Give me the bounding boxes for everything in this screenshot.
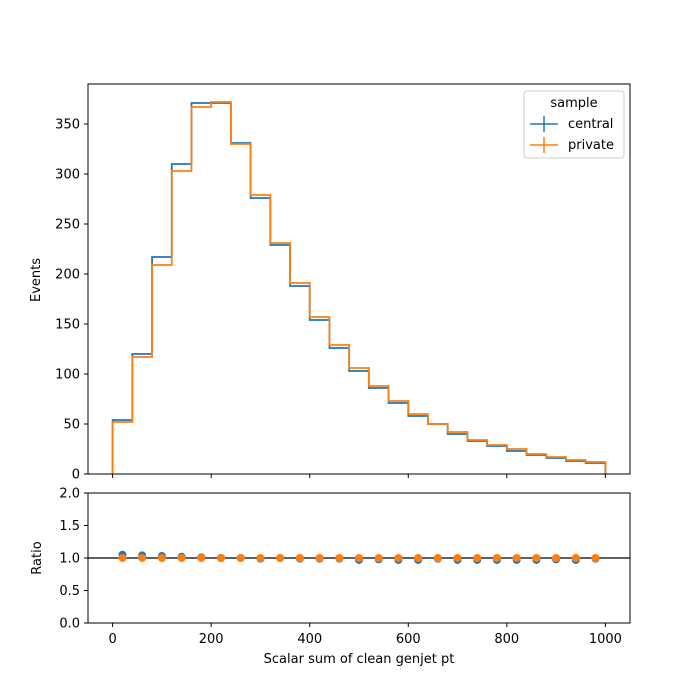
- ratio-point-private: [295, 554, 304, 562]
- main-y-tick-label: 200: [55, 268, 80, 283]
- ratio-point-private: [414, 554, 423, 562]
- ratio-point-private: [453, 554, 462, 562]
- legend-label-private: private: [568, 138, 614, 153]
- main-y-tick-label: 300: [55, 168, 80, 183]
- main-y-axis-label: Events: [29, 258, 44, 302]
- x-tick-label: 600: [396, 632, 421, 647]
- legend: sample central private: [523, 90, 625, 159]
- histogram-series-private: [111, 101, 607, 474]
- ratio-point-private: [315, 554, 324, 562]
- ratio-point-private: [138, 554, 147, 562]
- main-plot-frame: [87, 83, 631, 475]
- ratio-y-tick-label: 1.5: [59, 519, 80, 534]
- ratio-point-private: [197, 554, 206, 562]
- ratio-point-private: [394, 554, 403, 562]
- ratio-y-tick-label: 2.0: [59, 487, 80, 502]
- ratio-point-private: [571, 554, 580, 562]
- ratio-point-private: [552, 554, 561, 562]
- main-y-tick-label: 100: [55, 368, 80, 383]
- main-y-tick-label: 250: [55, 218, 80, 233]
- legend-frame: [523, 90, 625, 159]
- ratio-point-private: [433, 554, 442, 562]
- x-axis-label: Scalar sum of clean genjet pt: [264, 652, 455, 667]
- legend-entry-private: private: [530, 137, 614, 153]
- ratio-point-private: [177, 554, 186, 562]
- ratio-point-private: [157, 554, 166, 562]
- main-y-tick-label: 150: [55, 318, 80, 333]
- ratio-y-tick-label: 1.0: [59, 552, 80, 567]
- ratio-point-private: [256, 554, 265, 562]
- ratio-point-private: [335, 554, 344, 562]
- ratio-point-private: [374, 554, 383, 562]
- ratio-point-private: [276, 554, 285, 562]
- ratio-point-private: [217, 554, 226, 562]
- legend-entry-central: central: [530, 116, 613, 132]
- main-y-tick-label: 0: [72, 468, 80, 483]
- ratio-y-axis-label: Ratio: [30, 541, 45, 574]
- x-tick-label: 0: [108, 632, 116, 647]
- ratio-panel: 0.0 0.5 1.0 1.5 2.0 0 200 400 600 800 1000: [59, 487, 631, 647]
- ratio-point-private: [512, 554, 521, 562]
- ratio-point-private: [118, 554, 127, 562]
- ratio-point-private: [591, 554, 600, 562]
- ratio-y-tick-label: 0.0: [59, 617, 80, 632]
- ratio-y-tick-label: 0.5: [59, 584, 80, 599]
- ratio-point-private: [492, 554, 501, 562]
- legend-title: sample: [550, 96, 597, 111]
- histogram-series-central: [111, 102, 607, 474]
- x-tick-label: 800: [494, 632, 519, 647]
- x-tick-label: 200: [199, 632, 224, 647]
- main-y-tick-label: 350: [55, 118, 80, 133]
- x-tick-label: 1000: [589, 632, 622, 647]
- ratio-point-private: [532, 554, 541, 562]
- main-y-tick-label: 50: [63, 418, 80, 433]
- main-panel: 0 50 100 150 200 250 300 350: [55, 83, 631, 483]
- x-tick-label: 400: [297, 632, 322, 647]
- legend-label-central: central: [568, 117, 613, 132]
- ratio-point-private: [236, 554, 245, 562]
- ratio-point-private: [473, 554, 482, 562]
- ratio-point-private: [355, 554, 363, 562]
